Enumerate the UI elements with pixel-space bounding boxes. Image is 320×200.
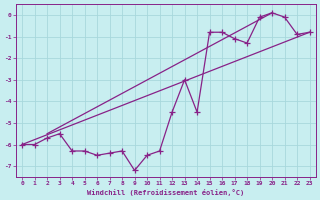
X-axis label: Windchill (Refroidissement éolien,°C): Windchill (Refroidissement éolien,°C)	[87, 189, 244, 196]
